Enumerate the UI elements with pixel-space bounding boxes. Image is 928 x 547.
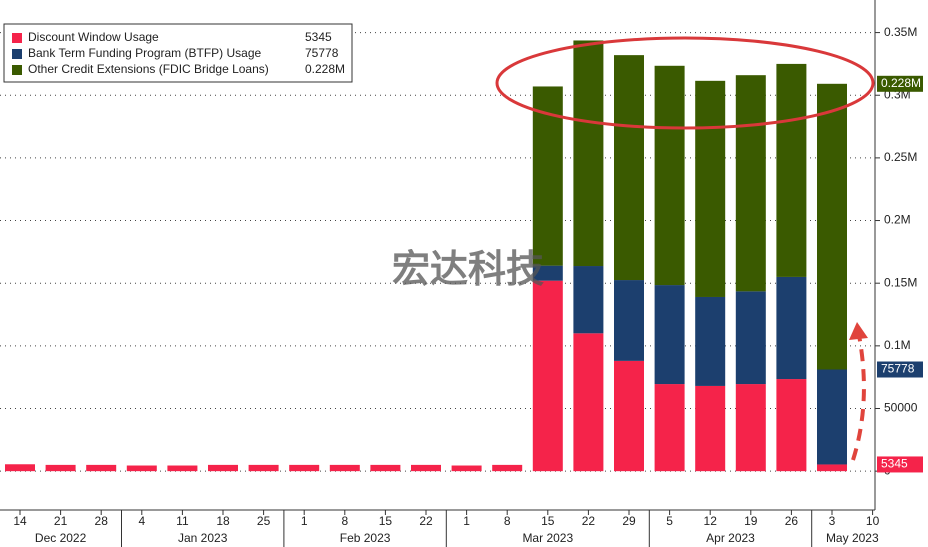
legend-value: 0.228M: [305, 62, 345, 76]
x-tick-label: 26: [785, 514, 799, 528]
bar-segment: [492, 464, 523, 472]
x-tick-label: 10: [866, 514, 880, 528]
bar-segment: [614, 280, 644, 361]
legend-box: [3, 23, 353, 83]
bar-segment: [532, 265, 563, 281]
bar-segment: [654, 384, 685, 472]
group-label: May 2023: [826, 531, 879, 545]
bar-segment: [776, 379, 807, 472]
y-tick-label: 0.25M: [884, 150, 917, 164]
arrow: [851, 329, 866, 461]
bar-segment: [614, 360, 644, 472]
bar-segment: [695, 80, 726, 297]
bar-segment: [86, 464, 117, 472]
group-label: Feb 2023: [340, 531, 391, 545]
value-badge-label: 75778: [881, 362, 915, 376]
x-tick-label: 4: [138, 514, 145, 528]
value-badge: [877, 361, 923, 378]
bar-segment: [735, 291, 766, 385]
legend-label: Discount Window Usage: [28, 30, 159, 44]
x-tick-label: 22: [582, 514, 596, 528]
bar-segment: [45, 464, 76, 472]
watermark: 宏达科技: [392, 249, 544, 291]
bar-segment: [735, 75, 766, 292]
bar-segment: [817, 83, 847, 370]
legend-swatch: [12, 33, 22, 43]
bar-segment: [735, 384, 766, 472]
bar-segment: [451, 465, 482, 472]
bar-segment: [817, 464, 847, 472]
legend-value: 5345: [305, 30, 332, 44]
legend-label: Other Credit Extensions (FDIC Bridge Loa…: [28, 62, 269, 76]
x-tick-label: 14: [13, 514, 27, 528]
x-tick-label: 22: [419, 514, 433, 528]
group-label: Mar 2023: [522, 531, 573, 545]
x-tick-label: 1: [301, 514, 308, 528]
x-tick-label: 15: [379, 514, 393, 528]
bar-segment: [248, 464, 279, 472]
x-tick-label: 15: [541, 514, 555, 528]
value-badge-label: 0.228M: [881, 76, 921, 90]
bar-segment: [817, 369, 847, 465]
group-label: Jan 2023: [178, 531, 228, 545]
group-label: Dec 2022: [35, 531, 87, 545]
x-tick-label: 19: [744, 514, 758, 528]
bar-segment: [776, 276, 807, 380]
highlight-ellipse: [495, 36, 875, 130]
group-label: Apr 2023: [706, 531, 755, 545]
legend-label: Bank Term Funding Program (BTFP) Usage: [28, 46, 262, 60]
x-tick-label: 25: [257, 514, 271, 528]
bar-segment: [654, 285, 685, 385]
x-tick-label: 8: [504, 514, 511, 528]
y-tick-label: 0.35M: [884, 25, 917, 39]
bar-segment: [532, 280, 563, 472]
x-tick-label: 21: [54, 514, 68, 528]
value-badge: [877, 75, 923, 92]
bar-segment: [614, 55, 644, 281]
bar-segment: [695, 385, 726, 472]
value-badge: [877, 456, 923, 473]
bar-segment: [573, 333, 604, 472]
x-tick-label: 29: [622, 514, 636, 528]
bar-segment: [411, 464, 441, 472]
x-tick-label: 28: [95, 514, 109, 528]
bar-segment: [167, 465, 198, 472]
y-tick-label: 0.2M: [884, 213, 911, 227]
bar-segment: [208, 464, 238, 472]
x-tick-label: 1: [463, 514, 470, 528]
legend-swatch: [12, 49, 22, 59]
bar-segment: [654, 65, 685, 286]
arrow-head: [849, 322, 868, 340]
bar-segment: [370, 464, 401, 472]
legend-value: 75778: [305, 46, 339, 60]
y-tick-label: 0.15M: [884, 275, 917, 289]
bar-segment: [329, 464, 360, 472]
x-tick-label: 11: [176, 514, 189, 528]
x-tick-label: 5: [666, 514, 673, 528]
value-badge-label: 5345: [881, 457, 908, 471]
bar-segment: [573, 40, 604, 267]
bar-segment: [126, 465, 157, 472]
x-tick-label: 3: [829, 514, 836, 528]
bar-segment: [695, 296, 726, 386]
bar-segment: [5, 464, 35, 472]
y-tick-label: 0.1M: [884, 338, 911, 352]
bar-segment: [289, 464, 320, 472]
x-tick-label: 12: [704, 514, 718, 528]
bar-segment: [776, 63, 807, 277]
x-tick-label: 8: [341, 514, 348, 528]
x-tick-label: 18: [216, 514, 230, 528]
bar-segment: [573, 266, 604, 334]
legend-swatch: [12, 65, 22, 75]
legend: Discount Window Usage 5345 Bank Term Fundi…: [3, 23, 353, 83]
y-tick-label: 50000: [884, 401, 918, 415]
